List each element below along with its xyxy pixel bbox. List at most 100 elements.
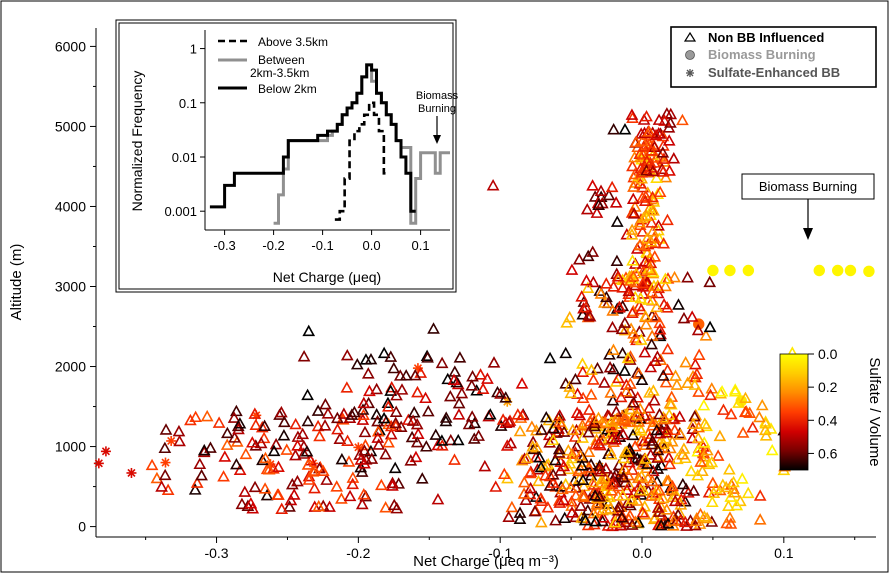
inset-legend-label-below: Below 2km [258,82,317,96]
data-point-triangle [197,445,211,458]
data-point-triangle [722,499,735,512]
data-point-triangle [646,464,660,477]
data-point-triangle [588,190,602,202]
inset-x-tick-label: -0.2 [262,238,284,253]
data-point-triangle [513,506,527,518]
data-point-triangle [589,514,602,527]
x-tick-label: 0.1 [774,545,794,561]
data-point-triangle [632,367,646,379]
data-point-triangle [565,506,579,518]
x-axis-label: Net Charge (μeq m⁻³) [413,553,559,570]
data-point-triangle [573,449,587,461]
data-point-triangle [612,500,625,512]
data-point-triangle [635,166,648,178]
data-point-triangle [667,514,681,526]
data-point-triangle [387,498,401,511]
data-point-triangle [159,423,173,435]
data-point-triangle [676,448,690,460]
data-point-triangle [638,345,652,358]
data-point-triangle [645,337,658,350]
data-point-triangle [601,408,614,421]
inset-x-tick-label: -0.3 [213,238,235,253]
inset-legend-label-between-2: 2km-3.5km [250,66,309,80]
data-point-triangle [639,452,652,464]
data-point-triangle [539,469,552,481]
data-point-triangle [519,493,533,505]
data-point-triangle [594,287,608,299]
data-point-triangle [644,144,658,156]
data-point-triangle [644,156,657,169]
data-point-triangle [674,513,687,526]
data-point-triangle [188,483,202,495]
data-point-triangle [628,150,641,163]
data-point-triangle [355,497,369,510]
data-point-triangle [275,502,289,514]
data-point-triangle [645,216,658,228]
data-point-triangle [502,510,516,523]
data-point-triangle [633,218,647,231]
data-point-triangle [575,290,589,302]
data-point-triangle [559,346,573,359]
data-point-triangle [452,408,466,420]
data-point-triangle [552,442,566,455]
data-point-triangle [659,272,672,284]
data-point-triangle [390,388,403,401]
data-point-triangle [582,445,596,457]
data-point-triangle [389,416,403,429]
data-point-triangle [652,113,666,125]
data-point-triangle [650,300,663,313]
data-point-triangle [610,215,624,227]
data-point-triangle [410,417,424,430]
colorbar-tick-label: 0.0 [818,346,838,362]
y-tick-label: 4000 [55,198,86,214]
inset-x-ticks: -0.3 -0.2 -0.1 0.0 0.1 [213,230,430,253]
data-point-triangle [626,306,639,319]
data-point-triangle [381,400,395,412]
data-point-triangle [674,498,688,510]
data-point-triangle [483,408,497,420]
data-point-triangle [358,425,372,438]
data-point-triangle [505,500,519,513]
data-point-triangle [630,408,644,421]
data-point-triangle [635,134,649,147]
data-point-triangle [575,459,589,471]
data-point-triangle [553,415,566,427]
x-tick-label: -0.3 [204,545,228,561]
data-point-triangle [692,385,705,397]
data-point-triangle [431,492,445,505]
data-point-triangle [669,369,682,381]
data-point-triangle [663,457,677,470]
data-point-triangle [723,463,736,475]
data-point-triangle [611,270,625,282]
data-point-triangle [372,438,386,450]
data-point-triangle [648,354,662,367]
data-point-triangle [543,436,557,448]
data-point-triangle [287,488,301,500]
data-point-asterisk [160,457,171,468]
data-point-triangle [639,318,653,330]
data-point-triangle [576,431,590,443]
data-point-triangle [474,368,487,380]
data-point-triangle [565,263,579,275]
data-point-triangle [262,463,276,475]
data-point-triangle [239,447,253,460]
data-point-triangle [316,464,330,477]
data-point-triangle [661,213,674,226]
data-point-triangle [702,457,716,470]
data-point-triangle [580,274,593,286]
data-point-triangle [645,437,659,450]
data-point-triangle [707,486,721,499]
data-point-triangle [616,299,630,312]
data-point-triangle [660,503,674,515]
data-point-triangle [678,515,692,528]
data-point-triangle [626,254,639,266]
data-point-triangle [476,382,490,394]
data-point-triangle [594,184,608,196]
data-point-triangle [746,421,760,433]
data-point-triangle [269,437,283,450]
x-ticks: -0.3 -0.2 -0.1 0.0 0.1 [145,537,856,561]
data-point-triangle [620,378,633,390]
data-point-triangle [608,414,622,426]
data-point-triangle [308,481,321,494]
data-point-triangle [651,443,665,456]
